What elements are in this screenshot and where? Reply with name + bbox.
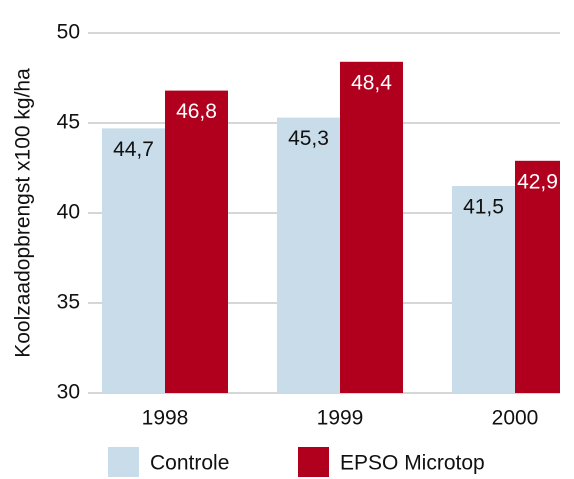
x-tick-label: 1998 xyxy=(142,407,189,430)
value-label: 45,3 xyxy=(288,127,329,150)
y-tick-label: 50 xyxy=(57,21,80,44)
legend-swatch xyxy=(298,447,329,477)
x-tick-label: 2000 xyxy=(492,407,539,430)
y-tick-label: 35 xyxy=(57,291,80,314)
y-tick-label: 45 xyxy=(57,111,80,134)
value-label: 46,8 xyxy=(176,100,217,123)
bar xyxy=(452,186,515,393)
bar xyxy=(277,117,340,393)
legend-label: Controle xyxy=(150,452,229,475)
y-axis-label: Koolzaadopbrengst x100 kg/ha xyxy=(12,68,35,358)
value-label: 41,5 xyxy=(463,196,504,219)
bar xyxy=(340,61,403,394)
bar xyxy=(515,160,560,393)
y-tick-label: 30 xyxy=(57,381,80,404)
legend-label: EPSO Microtop xyxy=(340,452,485,475)
value-label: 42,9 xyxy=(517,170,558,193)
bar xyxy=(165,90,228,393)
legend-swatch xyxy=(108,447,139,477)
value-label: 48,4 xyxy=(351,71,392,94)
value-label: 44,7 xyxy=(113,138,154,161)
x-tick-label: 1999 xyxy=(317,407,364,430)
bar xyxy=(102,128,165,393)
y-tick-label: 40 xyxy=(57,201,80,224)
